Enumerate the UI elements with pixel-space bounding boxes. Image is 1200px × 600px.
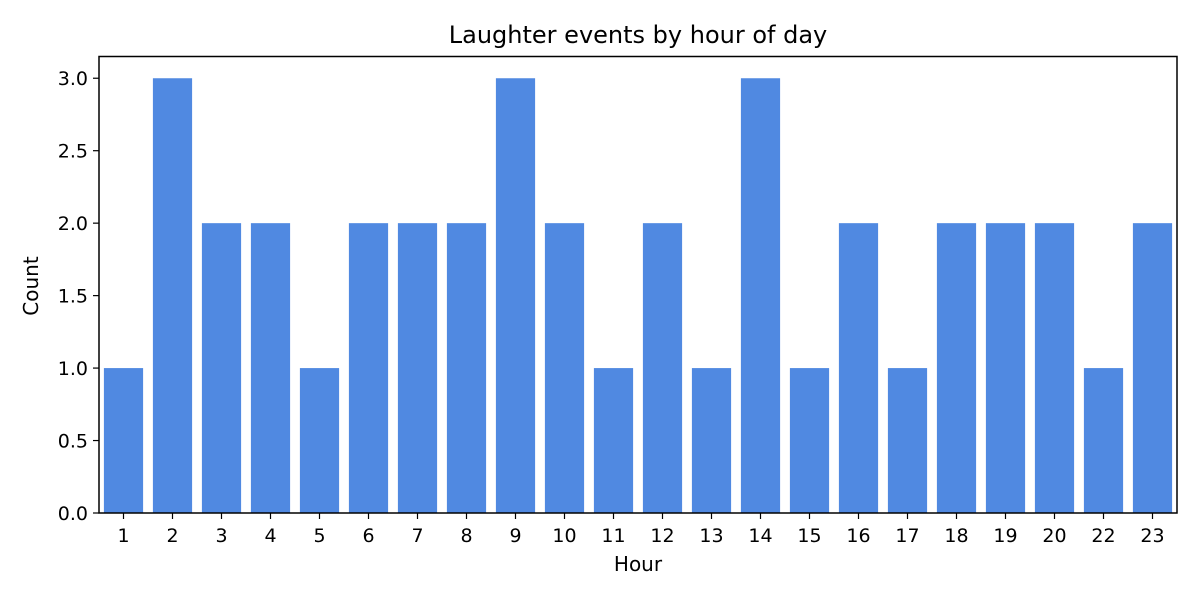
bar-hour-14	[740, 78, 781, 513]
x-tick-label: 19	[993, 525, 1017, 547]
y-tick-label: 1.5	[58, 286, 88, 308]
x-tick-label: 1	[117, 525, 129, 547]
bar-hour-8	[446, 223, 487, 513]
y-tick-label: 2.0	[58, 213, 88, 235]
x-tick-label: 2	[166, 525, 178, 547]
y-tick-label: 3.0	[58, 68, 88, 90]
chart-title: Laughter events by hour of day	[449, 21, 827, 49]
x-tick-label: 20	[1042, 525, 1066, 547]
bar-hour-10	[544, 223, 585, 513]
bar-hour-6	[348, 223, 389, 513]
y-tick-label: 0.0	[58, 503, 88, 525]
y-tick-label: 0.5	[58, 431, 88, 453]
x-tick-label: 8	[460, 525, 472, 547]
x-tick-label: 7	[411, 525, 423, 547]
x-tick-label: 15	[797, 525, 821, 547]
bar-hour-13	[691, 368, 732, 513]
x-tick-label: 4	[264, 525, 276, 547]
bar-hour-22	[1083, 368, 1124, 513]
x-tick-label: 22	[1091, 525, 1115, 547]
bar-hour-11	[593, 368, 634, 513]
bar-hour-17	[887, 368, 928, 513]
bar-hour-7	[397, 223, 438, 513]
x-tick-label: 10	[552, 525, 576, 547]
bar-hour-9	[495, 78, 536, 513]
x-axis-ticks: 1 2 3 4 5 6 7 8 9 10 11 12 13 14 15 16 17 18 19 20 22 23	[117, 513, 1165, 547]
bar-hour-15	[789, 368, 830, 513]
x-tick-label: 18	[944, 525, 968, 547]
bar-hour-19	[985, 223, 1026, 513]
x-tick-label: 9	[509, 525, 521, 547]
y-axis-label: Count	[19, 256, 43, 316]
bar-hour-12	[642, 223, 683, 513]
y-tick-label: 2.5	[58, 141, 88, 163]
bar-hour-5	[299, 368, 340, 513]
bar-hour-4	[250, 223, 291, 513]
y-tick-label: 1.0	[58, 358, 88, 380]
x-tick-label: 11	[601, 525, 625, 547]
x-tick-label: 3	[215, 525, 227, 547]
x-tick-label: 5	[313, 525, 325, 547]
x-tick-label: 14	[748, 525, 772, 547]
bars-group	[103, 78, 1173, 513]
bar-hour-18	[936, 223, 977, 513]
bar-hour-3	[201, 223, 242, 513]
x-axis-label: Hour	[614, 552, 663, 576]
bar-hour-23	[1132, 223, 1173, 513]
plot-frame	[98, 55, 1178, 514]
bar-hour-1	[103, 368, 144, 513]
bar-hour-20	[1034, 223, 1075, 513]
x-tick-label: 16	[846, 525, 870, 547]
x-tick-label: 23	[1140, 525, 1164, 547]
bar-hour-16	[838, 223, 879, 513]
bar-hour-2	[152, 78, 193, 513]
x-tick-label: 13	[699, 525, 723, 547]
x-tick-label: 17	[895, 525, 919, 547]
x-tick-label: 12	[650, 525, 674, 547]
x-tick-label: 6	[362, 525, 374, 547]
y-axis-ticks: 0.0 0.5 1.0 1.5 2.0 2.5 3.0	[58, 68, 99, 525]
